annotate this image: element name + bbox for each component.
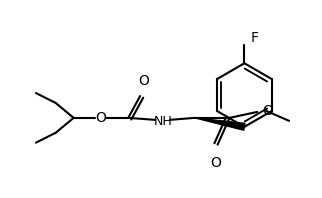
Text: O: O bbox=[210, 156, 221, 170]
Text: O: O bbox=[95, 111, 106, 125]
Polygon shape bbox=[195, 118, 245, 130]
Text: O: O bbox=[139, 74, 149, 88]
Text: O: O bbox=[262, 104, 273, 118]
Text: F: F bbox=[251, 31, 258, 45]
Text: NH: NH bbox=[154, 115, 172, 128]
